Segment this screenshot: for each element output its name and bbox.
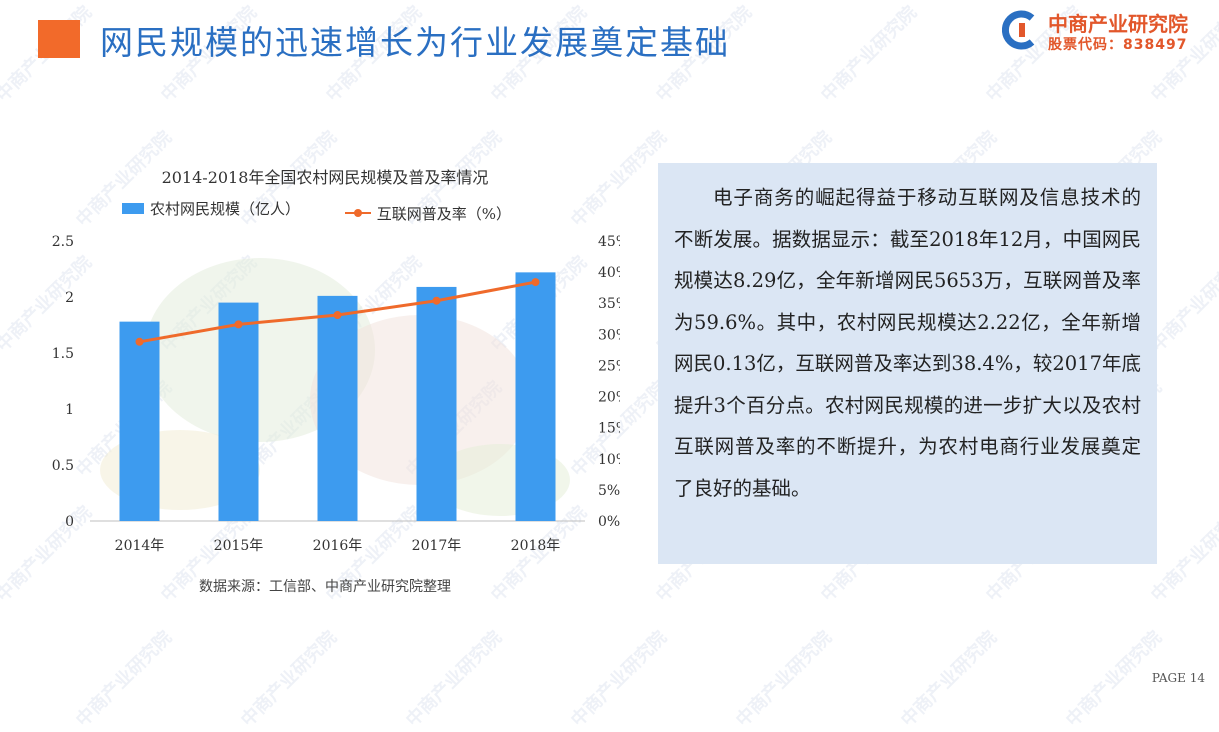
description-panel: 电子商务的崛起得益于移动互联网及信息技术的不断发展。据数据显示：截至2018年1… — [658, 163, 1157, 564]
bar — [218, 302, 259, 521]
y-left-tick-label: 1 — [65, 402, 74, 418]
watermark-text: 中商产业研究院 — [402, 627, 507, 732]
y-left-tick-label: 2.5 — [52, 234, 74, 250]
line-point — [333, 311, 342, 320]
bar — [119, 321, 160, 521]
y-right-tick-label: 20% — [598, 390, 620, 406]
y-left-tick-label: 0 — [65, 514, 74, 530]
x-tick-label: 2017年 — [412, 538, 462, 554]
legend-bar-swatch — [122, 203, 144, 214]
y-right-tick-label: 5% — [598, 483, 620, 499]
chart-source: 数据来源：工信部、中商产业研究院整理 — [199, 579, 451, 595]
watermark-text: 中商产业研究院 — [732, 627, 837, 732]
legend-line-label: 互联网普及率（%） — [376, 204, 512, 223]
page-number: PAGE 14 — [1151, 671, 1205, 685]
line-point — [135, 337, 144, 346]
bar — [317, 295, 358, 521]
chart-legend: 农村网民规模（亿人） 互联网普及率（%） — [122, 198, 551, 224]
legend-bar-label: 农村网民规模（亿人） — [150, 200, 301, 218]
watermark-text: 中商产业研究院 — [897, 627, 1002, 732]
page-title: 网民规模的迅速增长为行业发展奠定基础 — [100, 23, 730, 62]
y-right-tick-label: 35% — [598, 296, 620, 312]
x-tick-label: 2014年 — [115, 538, 165, 554]
y-left-tick-label: 2 — [65, 290, 74, 306]
description-text: 电子商务的崛起得益于移动互联网及信息技术的不断发展。据数据显示：截至2018年1… — [674, 186, 1141, 500]
y-left-tick-label: 0.5 — [52, 458, 74, 474]
y-right-tick-label: 45% — [598, 234, 620, 250]
legend-item-bar: 农村网民规模（亿人） — [122, 198, 300, 219]
bar — [515, 272, 556, 521]
legend-line-swatch — [344, 209, 371, 217]
y-left-tick-label: 1.5 — [52, 346, 74, 362]
watermark-text: 中商产业研究院 — [72, 627, 177, 732]
y-right-tick-label: 10% — [598, 452, 620, 468]
y-right-tick-label: 15% — [598, 421, 620, 437]
watermark-text: 中商产业研究院 — [817, 2, 922, 107]
chart-title: 2014-2018年全国农村网民规模及普及率情况 — [161, 168, 489, 187]
watermark-text: 中商产业研究院 — [567, 627, 672, 732]
y-right-tick-label: 25% — [598, 358, 620, 374]
line-point — [234, 320, 243, 329]
line-point — [531, 278, 540, 287]
header-accent-square — [38, 20, 80, 58]
company-logo: 中商产业研究院 股票代码：838497 — [1002, 7, 1212, 57]
x-tick-label: 2018年 — [511, 538, 561, 554]
y-right-tick-label: 0% — [598, 514, 620, 530]
chart-svg: 2.5 2 1.5 1 0.5 0 45% 40% 35% 30% 25% 20% 15% 10% 5% 0%… — [52, 234, 620, 554]
chart-container: 2.5 2 1.5 1 0.5 0 45% 40% 35% 30% 25% 20% 15% 10% 5% 0%… — [30, 150, 620, 600]
watermark-text: 中商产业研究院 — [237, 627, 342, 732]
y-right-tick-label: 30% — [598, 327, 620, 343]
legend-item-line: 互联网普及率（%） — [344, 203, 512, 224]
logo-icon — [1002, 10, 1035, 50]
watermark-text: 中商产业研究院 — [1062, 627, 1167, 732]
x-tick-label: 2016年 — [313, 538, 363, 554]
line-point — [432, 296, 441, 305]
y-right-tick-label: 40% — [598, 265, 620, 281]
logo-stock-code: 股票代码：838497 — [1048, 37, 1188, 53]
bar — [416, 286, 457, 521]
x-tick-label: 2015年 — [214, 538, 264, 554]
logo-name: 中商产业研究院 — [1048, 12, 1188, 36]
